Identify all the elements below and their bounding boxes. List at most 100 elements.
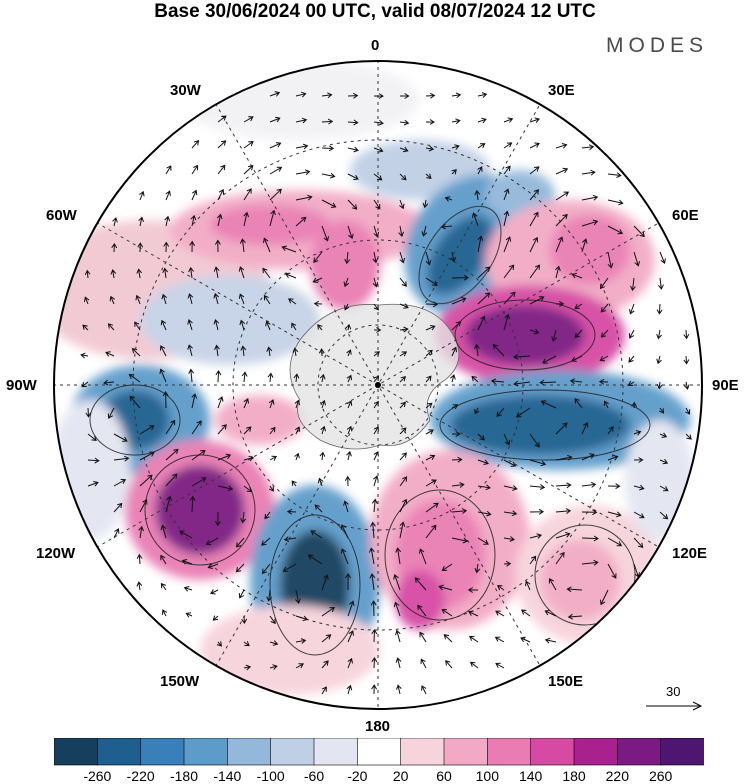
wind-arrow (441, 608, 453, 617)
wind-arrow (321, 118, 334, 125)
colorbar-tick-label: -180 (169, 768, 199, 784)
wind-arrow (161, 293, 168, 305)
wind-arrow (205, 537, 219, 546)
wind-arrow (295, 615, 309, 622)
wind-arrow (581, 559, 599, 566)
wind-arrow (581, 219, 599, 227)
wind-arrow (477, 433, 485, 441)
wind-arrow (441, 563, 453, 572)
wind-arrow (399, 427, 407, 435)
wind-arrow (555, 551, 565, 565)
wind-arrow (551, 329, 557, 342)
wind-arrow (574, 329, 583, 339)
contour-lines (89, 205, 651, 656)
wind-arrow (373, 93, 384, 99)
lon-label-180: 180 (365, 718, 391, 735)
wind-arrow (187, 344, 193, 357)
wind-arrow (503, 210, 510, 227)
wind-arrow (425, 524, 437, 539)
wind-arrow (420, 658, 427, 669)
colorbar-tick-label: -100 (256, 768, 285, 784)
lon-label-90w: 90W (6, 377, 37, 394)
wind-arrow (160, 524, 167, 539)
wind-arrow (629, 303, 635, 315)
colorbar-tick-label: 260 (648, 768, 673, 784)
wind-arrow (399, 173, 407, 181)
wind-arrow (269, 209, 276, 227)
wind-arrow (373, 173, 383, 181)
wind-arrow (238, 293, 245, 305)
wind-arrow (321, 172, 336, 179)
wind-arrow (164, 215, 171, 227)
wind-arrow (574, 303, 583, 310)
wind-arrow (268, 399, 275, 409)
wind-arrow (471, 212, 479, 227)
wind-arrow (110, 269, 117, 279)
wind-arrow (529, 328, 540, 335)
wind-arrow (159, 368, 167, 383)
wind-arrow (269, 664, 278, 670)
wind-arrow (293, 373, 300, 383)
wind-arrow (451, 144, 460, 150)
wind-arrow (683, 381, 690, 390)
wind-arrow (503, 313, 511, 331)
wind-arrow (295, 169, 311, 176)
wind-arrow (555, 508, 572, 514)
wind-arrow (555, 532, 571, 539)
wind-arrow (633, 251, 640, 267)
wind-arrow (685, 433, 692, 440)
wind-arrow (607, 172, 622, 178)
wind-arrow (321, 574, 329, 591)
wind-arrow (425, 402, 433, 409)
wind-arrow (451, 169, 457, 175)
wind-arrow (82, 324, 89, 331)
wind-arrow (307, 554, 323, 565)
wind-arrow (656, 329, 662, 340)
wind-arrow (571, 355, 583, 362)
wind-arrow (212, 615, 219, 621)
wind-arrow (191, 420, 202, 435)
wind-arrow (371, 628, 378, 643)
wind-arrow (295, 663, 305, 669)
wind-arrow (581, 169, 596, 176)
wind-arrow (295, 638, 307, 644)
wind-arrow (138, 525, 145, 539)
wind-arrow (217, 164, 226, 175)
wind-arrow (160, 319, 167, 331)
wind-arrow (633, 511, 645, 519)
wind-arrow (513, 353, 531, 360)
wind-arrow (340, 524, 349, 539)
wind-arrow (393, 574, 401, 591)
wind-arrow (503, 433, 511, 446)
wind-arrow (269, 615, 276, 625)
wind-arrow (421, 225, 428, 237)
wind-arrow (555, 143, 568, 149)
colorbar-swatch (54, 738, 99, 766)
wind-arrow (373, 303, 379, 311)
wind-arrow (321, 686, 327, 695)
wind-arrow (600, 303, 609, 313)
wind-arrow (191, 139, 200, 149)
wind-arrow (317, 477, 324, 487)
wind-arrow (261, 563, 271, 575)
wind-arrow (112, 217, 118, 227)
wind-arrow (503, 188, 510, 201)
wind-arrow (607, 511, 622, 518)
wind-arrow (373, 426, 379, 435)
wind-arrow (474, 563, 481, 574)
wind-arrow (321, 199, 337, 208)
wind-arrow (496, 407, 505, 418)
wind-arrow (451, 456, 463, 463)
reference-vector-label: 30 (666, 684, 681, 699)
wind-arrow (243, 485, 253, 493)
wind-arrow (347, 600, 355, 617)
wind-arrow (529, 433, 540, 448)
wind-arrow (373, 451, 379, 461)
colorbar-tick-label: 140 (518, 768, 543, 784)
wind-arrow (555, 265, 561, 279)
wind-arrow (344, 251, 351, 265)
wind-arrow (187, 318, 193, 331)
wind-arrow (159, 345, 167, 357)
wind-arrow (295, 589, 301, 604)
colorbar-swatch (313, 738, 359, 766)
